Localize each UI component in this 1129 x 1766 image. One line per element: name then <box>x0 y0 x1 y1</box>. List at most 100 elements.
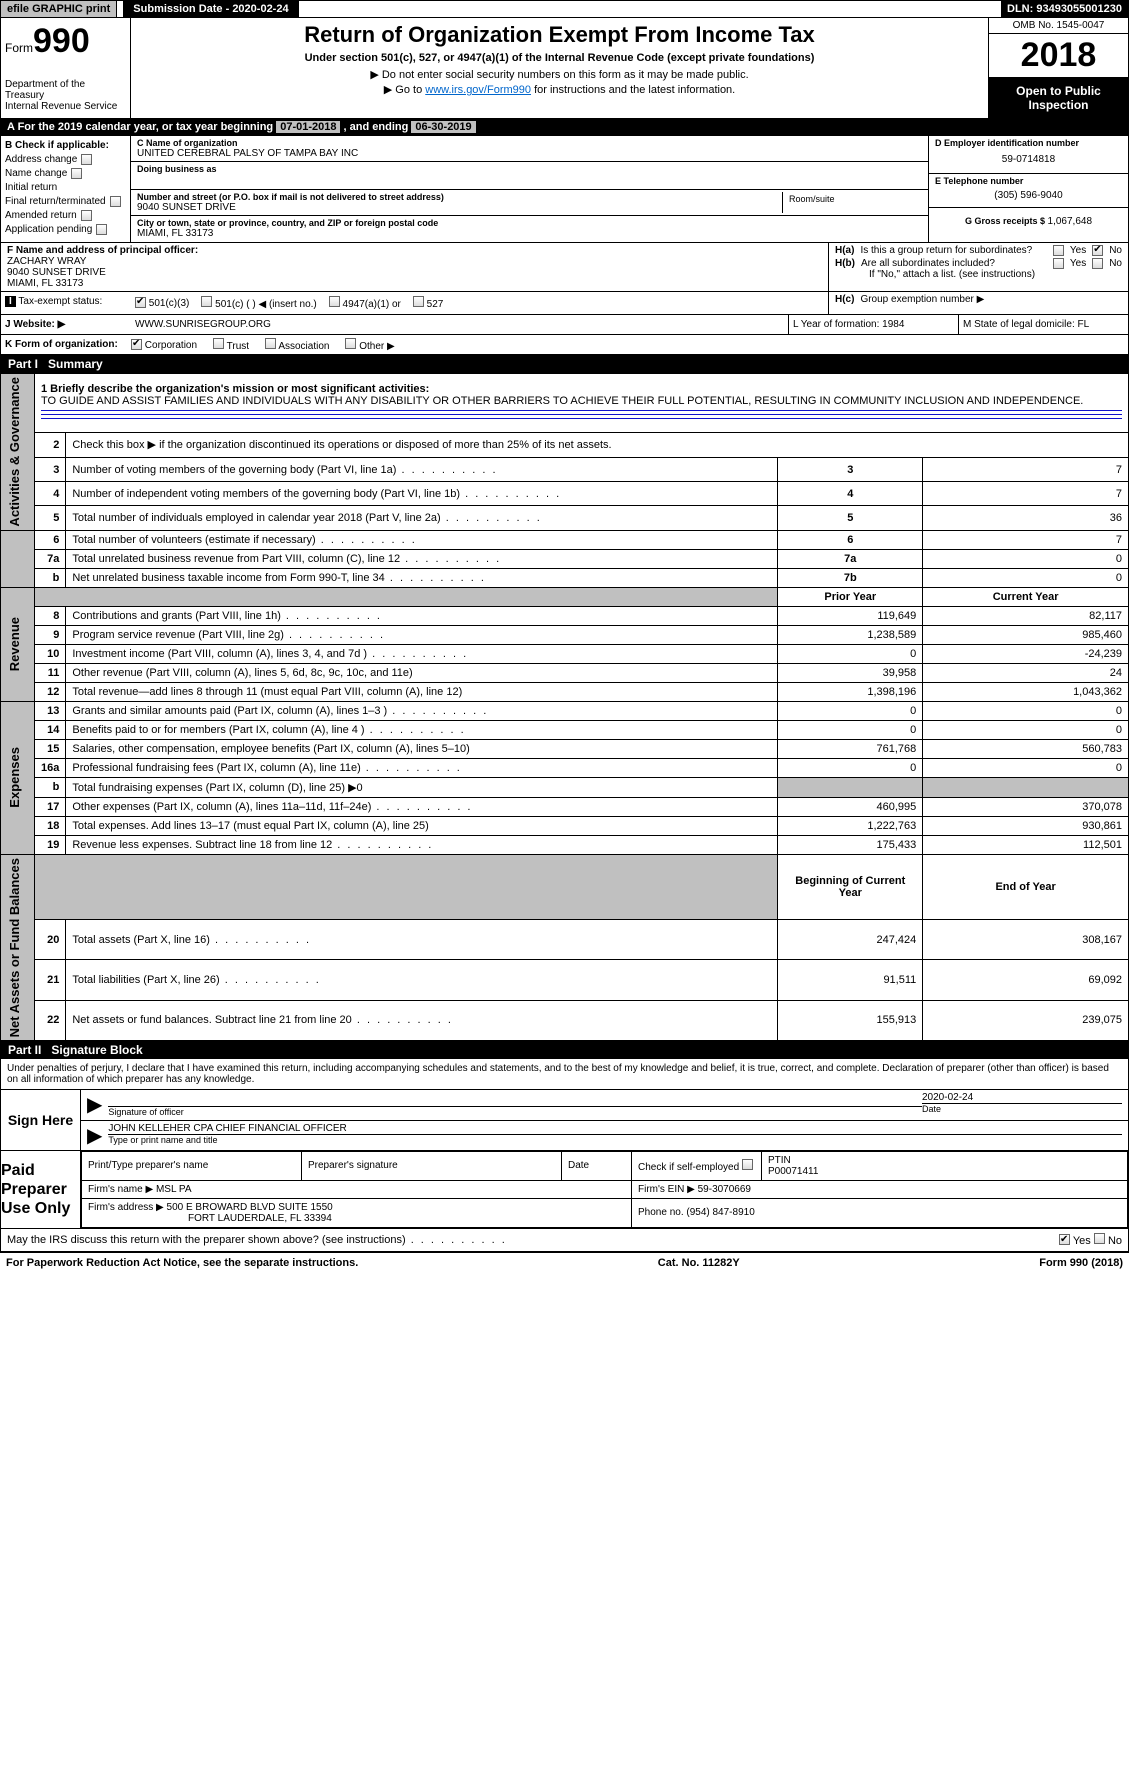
header-left: Form 990 Department of the Treasury Inte… <box>1 18 131 118</box>
firm-name: MSL PA <box>156 1184 192 1195</box>
mission-text: TO GUIDE AND ASSIST FAMILIES AND INDIVID… <box>41 395 1122 407</box>
discuss-yes-checkbox[interactable] <box>1059 1234 1070 1245</box>
ein: 59-0714818 <box>935 148 1122 171</box>
part2-header: Part II Signature Block <box>0 1041 1129 1059</box>
firm-phone: (954) 847-8910 <box>686 1207 754 1218</box>
efile-label: efile GRAPHIC print <box>1 1 117 17</box>
501c-checkbox[interactable] <box>201 296 212 307</box>
firm-ein: 59-3070669 <box>698 1184 751 1195</box>
table-row: 14Benefits paid to or for members (Part … <box>1 720 1129 739</box>
form-number: 990 <box>33 22 90 61</box>
section-bcd: B Check if applicable: Address change Na… <box>0 136 1129 243</box>
527-checkbox[interactable] <box>413 296 424 307</box>
section-fh: F Name and address of principal officer:… <box>0 243 1129 292</box>
form-prefix: Form <box>5 41 33 55</box>
preparer-table: Print/Type preparer's name Preparer's si… <box>81 1151 1128 1228</box>
header-mid: Return of Organization Exempt From Incom… <box>131 18 988 118</box>
corp-checkbox[interactable] <box>131 339 142 350</box>
table-row: bNet unrelated business taxable income f… <box>1 568 1129 587</box>
self-employed-checkbox[interactable] <box>742 1159 753 1170</box>
website: WWW.SUNRISEGROUP.ORG <box>131 315 788 334</box>
pending-checkbox[interactable] <box>96 224 107 235</box>
table-row: 15Salaries, other compensation, employee… <box>1 739 1129 758</box>
submission-date: Submission Date - 2020-02-24 <box>123 1 298 17</box>
ha-no-checkbox[interactable] <box>1092 245 1103 256</box>
officer-name: ZACHARY WRAY <box>7 256 822 267</box>
table-row: 16aProfessional fundraising fees (Part I… <box>1 758 1129 777</box>
table-row: 8Contributions and grants (Part VIII, li… <box>1 606 1129 625</box>
table-row: 9Program service revenue (Part VIII, lin… <box>1 625 1129 644</box>
name-change-checkbox[interactable] <box>71 168 82 179</box>
header-right: OMB No. 1545-0047 2018 Open to Public In… <box>988 18 1128 118</box>
ha-yes-checkbox[interactable] <box>1053 245 1064 256</box>
subtitle-3: ▶ Go to www.irs.gov/Form990 for instruct… <box>137 83 982 96</box>
table-row: 5Total number of individuals employed in… <box>1 506 1129 530</box>
form-title: Return of Organization Exempt From Incom… <box>137 22 982 48</box>
final-return-checkbox[interactable] <box>110 196 121 207</box>
city-state-zip: MIAMI, FL 33173 <box>137 228 922 239</box>
phone: (305) 596-9040 <box>935 186 1122 205</box>
omb-number: OMB No. 1545-0047 <box>989 18 1128 34</box>
officer-street: 9040 SUNSET DRIVE <box>7 267 822 278</box>
period-end: 06-30-2019 <box>411 121 475 133</box>
table-row: 6Total number of volunteers (estimate if… <box>1 530 1129 549</box>
subtitle-1: Under section 501(c), 527, or 4947(a)(1)… <box>137 52 982 64</box>
table-row: 4Number of independent voting members of… <box>1 482 1129 506</box>
hb-no-checkbox[interactable] <box>1092 258 1103 269</box>
summary-table: Activities & Governance 1 Briefly descri… <box>0 373 1129 1041</box>
street-address: 9040 SUNSET DRIVE <box>137 202 782 213</box>
table-row: 20Total assets (Part X, line 16)247,4243… <box>1 920 1129 960</box>
col-c: C Name of organization UNITED CEREBRAL P… <box>131 136 928 242</box>
trust-checkbox[interactable] <box>213 338 224 349</box>
officer-name-title: JOHN KELLEHER CPA CHIEF FINANCIAL OFFICE… <box>108 1123 1122 1135</box>
state-domicile: FL <box>1078 319 1090 330</box>
dln: DLN: 93493055001230 <box>1001 1 1128 17</box>
footer: For Paperwork Reduction Act Notice, see … <box>0 1252 1129 1273</box>
year-formation: 1984 <box>882 319 904 330</box>
table-row: bTotal fundraising expenses (Part IX, co… <box>1 777 1129 797</box>
col-b: B Check if applicable: Address change Na… <box>1 136 131 242</box>
officer-city: MIAMI, FL 33173 <box>7 278 822 289</box>
top-bar: efile GRAPHIC print Submission Date - 20… <box>0 0 1129 18</box>
org-name: UNITED CEREBRAL PALSY OF TAMPA BAY INC <box>137 148 922 159</box>
table-row: 22Net assets or fund balances. Subtract … <box>1 1000 1129 1040</box>
501c3-checkbox[interactable] <box>135 297 146 308</box>
section-k: K Form of organization: Corporation Trus… <box>0 335 1129 355</box>
signature-block: Under penalties of perjury, I declare th… <box>0 1059 1129 1252</box>
col-d: D Employer identification number 59-0714… <box>928 136 1128 242</box>
part1-header: Part I Summary <box>0 355 1129 373</box>
address-change-checkbox[interactable] <box>81 154 92 165</box>
table-row: 17Other expenses (Part IX, column (A), l… <box>1 797 1129 816</box>
period-row: A For the 2019 calendar year, or tax yea… <box>0 119 1129 136</box>
signature-arrow-icon: ▶ <box>87 1123 102 1148</box>
irs-link[interactable]: www.irs.gov/Form990 <box>425 84 531 96</box>
assoc-checkbox[interactable] <box>265 338 276 349</box>
table-row: 11Other revenue (Part VIII, column (A), … <box>1 663 1129 682</box>
tax-year: 2018 <box>989 34 1128 78</box>
amended-checkbox[interactable] <box>81 210 92 221</box>
firm-address: 500 E BROWARD BLVD SUITE 1550 <box>167 1202 333 1213</box>
section-i: I Tax-exempt status: 501(c)(3) 501(c) ( … <box>0 292 1129 315</box>
sig-date: 2020-02-24 <box>922 1092 1122 1103</box>
ptin: P00071411 <box>768 1166 1121 1177</box>
irs-label: Internal Revenue Service <box>5 101 126 112</box>
discuss-no-checkbox[interactable] <box>1094 1233 1105 1244</box>
section-j: J Website: ▶ WWW.SUNRISEGROUP.ORG L Year… <box>0 315 1129 335</box>
form-header: Form 990 Department of the Treasury Inte… <box>0 18 1129 119</box>
gross-receipts: 1,067,648 <box>1048 216 1093 227</box>
period-begin: 07-01-2018 <box>276 121 340 133</box>
table-row: 21Total liabilities (Part X, line 26)91,… <box>1 960 1129 1000</box>
table-row: 18Total expenses. Add lines 13–17 (must … <box>1 816 1129 835</box>
other-checkbox[interactable] <box>345 338 356 349</box>
signature-arrow-icon: ▶ <box>87 1092 102 1118</box>
open-inspection: Open to Public Inspection <box>989 78 1128 118</box>
4947-checkbox[interactable] <box>329 296 340 307</box>
table-row: 12Total revenue—add lines 8 through 11 (… <box>1 682 1129 701</box>
hb-yes-checkbox[interactable] <box>1053 258 1064 269</box>
col-h: H(a) Is this a group return for subordin… <box>828 243 1128 291</box>
table-row: 19Revenue less expenses. Subtract line 1… <box>1 835 1129 854</box>
dept-treasury: Department of the Treasury <box>5 79 126 101</box>
table-row: 7aTotal unrelated business revenue from … <box>1 549 1129 568</box>
table-row: 10Investment income (Part VIII, column (… <box>1 644 1129 663</box>
subtitle-2: ▶ Do not enter social security numbers o… <box>137 68 982 81</box>
